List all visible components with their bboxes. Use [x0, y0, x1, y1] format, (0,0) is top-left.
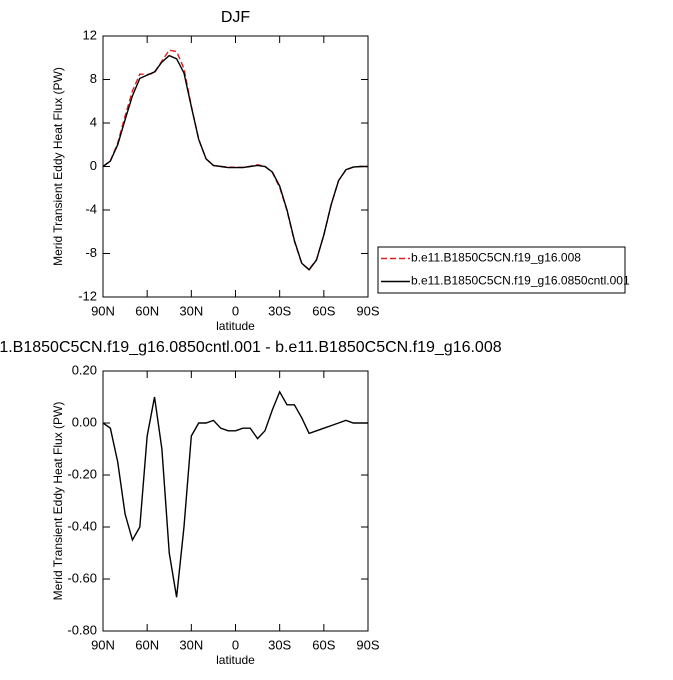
y-tick-label: -0.60: [67, 570, 97, 585]
y-tick-label: -0.80: [67, 622, 97, 637]
y-tick-label: -12: [78, 288, 97, 303]
x-tick-label: 0: [232, 303, 239, 318]
data-line: [102, 390, 368, 598]
y-tick-label: 0: [90, 158, 97, 173]
chart-title: DJF: [221, 9, 251, 26]
x-tick-label: 90S: [356, 637, 379, 652]
data-line: [102, 49, 368, 271]
x-tick-label: 90N: [91, 637, 115, 652]
y-tick-label: 0.20: [72, 362, 97, 377]
y-axis-label: Merid Transient Eddy Heat Flux (PW): [51, 402, 65, 601]
legend-label: b.e11.B1850C5CN.f19_g16.0850cntl.001: [411, 274, 630, 288]
x-tick-label: 0: [232, 637, 239, 652]
x-axis-label: latitude: [216, 653, 255, 667]
y-axis-label: Merid Transient Eddy Heat Flux (PW): [51, 67, 65, 266]
x-axis-label: latitude: [216, 319, 255, 333]
plot-frame: [102, 370, 369, 632]
x-tick-label: 60S: [312, 303, 335, 318]
plot-frame: [102, 35, 369, 298]
y-tick-label: -8: [85, 245, 97, 260]
x-tick-label: 90N: [91, 303, 115, 318]
y-tick-label: 4: [90, 114, 97, 129]
y-tick-label: -4: [85, 201, 97, 216]
y-tick-label: -0.20: [67, 466, 97, 481]
legend-box: [377, 246, 626, 294]
x-tick-label: 60N: [135, 637, 159, 652]
x-tick-label: 30S: [268, 303, 291, 318]
chart-title: b.e11.B1850C5CN.f19_g16.0850cntl.001 - b…: [0, 339, 502, 356]
x-tick-label: 30N: [179, 303, 203, 318]
legend-label: b.e11.B1850C5CN.f19_g16.008: [411, 251, 581, 265]
x-tick-label: 90S: [356, 303, 379, 318]
x-tick-label: 30N: [179, 637, 203, 652]
y-tick-label: 12: [83, 27, 97, 42]
x-tick-label: 60S: [312, 637, 335, 652]
x-tick-label: 30S: [268, 637, 291, 652]
x-tick-label: 60N: [135, 303, 159, 318]
data-line: [102, 54, 368, 271]
y-tick-label: 0.00: [72, 414, 97, 429]
y-tick-label: 8: [90, 71, 97, 86]
y-tick-label: -0.40: [67, 518, 97, 533]
